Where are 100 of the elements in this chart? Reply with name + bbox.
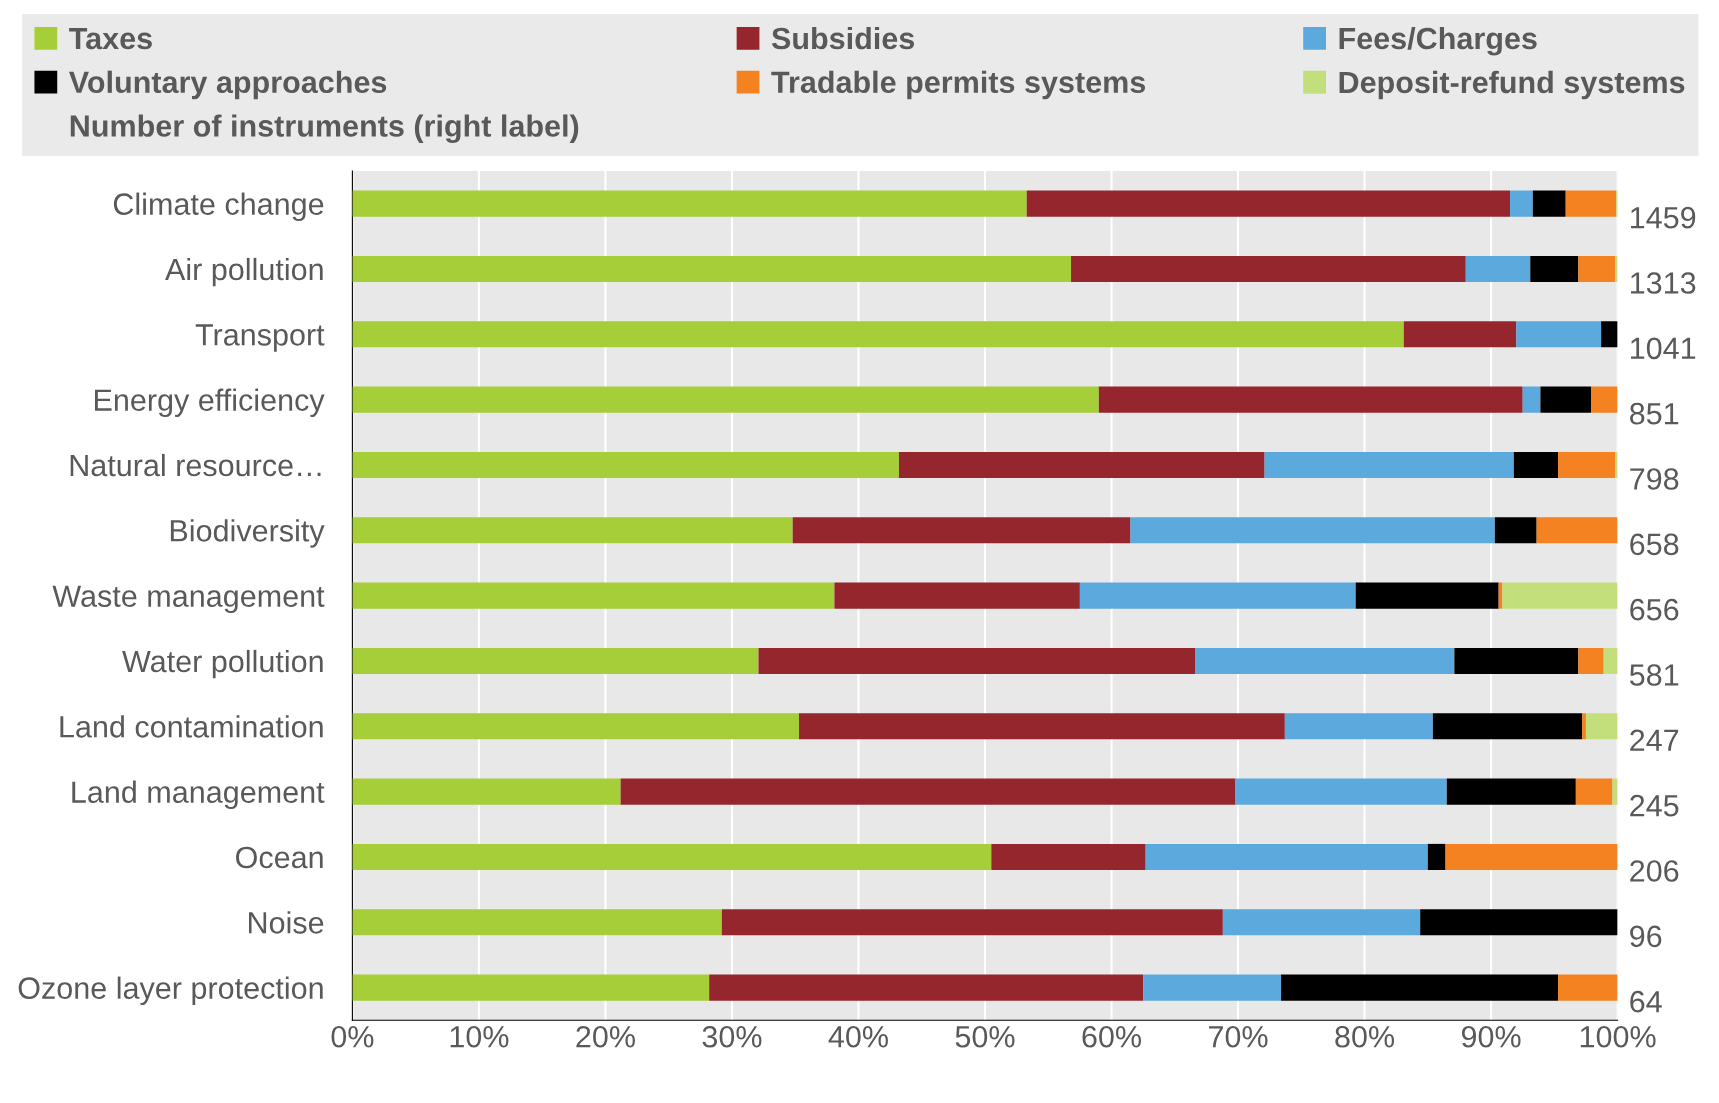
bar (991, 843, 1146, 871)
bar (1516, 321, 1602, 348)
bar (792, 517, 1131, 544)
bar (1130, 517, 1495, 544)
text: 656 (1630, 598, 1679, 621)
bar (1603, 647, 1618, 675)
y-tick-label: Noise (249, 911, 324, 934)
bar (1403, 321, 1517, 348)
bar (1532, 190, 1566, 217)
y-tick-label: Water pollution (122, 649, 323, 679)
bar (1510, 190, 1533, 217)
text: 851 (1630, 402, 1679, 425)
bar (1575, 778, 1613, 805)
bar (1355, 582, 1499, 609)
bar (1540, 386, 1592, 413)
bar (352, 517, 793, 544)
legend-label: Tradable permits systems (771, 70, 1146, 100)
bar (1071, 255, 1466, 283)
bar (352, 321, 1404, 348)
bar (1195, 647, 1455, 675)
y-tick-label: Air pollution (165, 257, 323, 287)
text: 245 (1630, 794, 1679, 817)
bar (1585, 713, 1618, 740)
y-tick-label: Ozone layer protection (18, 976, 323, 1006)
text: 1313 (1631, 272, 1696, 294)
bar (1558, 974, 1618, 1001)
bar (799, 713, 1285, 740)
bar (1446, 778, 1576, 805)
bar (620, 778, 1236, 805)
bar (352, 974, 710, 1001)
bar (1432, 713, 1583, 740)
legend-label: Taxes (69, 28, 152, 50)
bar (352, 778, 621, 805)
bar (1454, 647, 1579, 675)
text: 96 (1630, 925, 1662, 948)
y-tick-label: Ocean (236, 846, 323, 869)
bar (1522, 386, 1541, 413)
bar (1502, 582, 1618, 609)
bar (1427, 843, 1446, 871)
bar (352, 190, 1027, 217)
bar (352, 255, 1072, 283)
x-tick-label: 100% (1580, 1025, 1656, 1048)
text: Number of instruments (right label) (70, 114, 579, 144)
bar (834, 582, 1080, 609)
text: 247 (1630, 729, 1679, 751)
bar (352, 451, 899, 479)
text: 1459 (1631, 206, 1696, 229)
bar (1578, 647, 1604, 675)
bar (1235, 778, 1447, 805)
bar (1591, 386, 1618, 413)
bar (1420, 909, 1618, 936)
text: 798 (1630, 468, 1679, 490)
bar (1536, 517, 1618, 544)
bar (1145, 843, 1428, 871)
bar (352, 713, 799, 740)
bar (1264, 451, 1514, 479)
bar (1465, 255, 1531, 283)
bar (721, 909, 1223, 936)
bar (1601, 321, 1618, 348)
legend-label: Deposit-refund systems (1339, 70, 1685, 100)
bar (1026, 190, 1511, 217)
bar (1281, 974, 1559, 1001)
bar (1079, 582, 1356, 609)
bar (898, 451, 1265, 479)
bar (1530, 255, 1579, 283)
y-tick-label: Waste management (52, 585, 325, 614)
bar (1284, 713, 1433, 740)
y-tick-label: Land contamination (60, 715, 323, 738)
y-tick-label: Natural resource… (70, 453, 321, 477)
text: 658 (1630, 533, 1679, 556)
legend-label: Fees/Charges (1339, 26, 1537, 56)
bar (1445, 843, 1618, 871)
bar (1513, 451, 1559, 479)
text: 206 (1630, 860, 1679, 882)
x-tick-label: 70% (1209, 1025, 1268, 1048)
bar (352, 386, 1099, 413)
x-tick-label: 90% (1461, 1025, 1521, 1048)
x-tick-label: 50% (955, 1025, 1015, 1048)
x-tick-label: 60% (1082, 1025, 1141, 1048)
bar (1565, 190, 1617, 217)
text: 581 (1629, 664, 1679, 686)
y-tick-label: Climate change (113, 192, 324, 222)
bar (1582, 713, 1586, 740)
y-tick-label: Energy efficiency (95, 388, 325, 418)
x-tick-label: 30% (702, 1025, 762, 1048)
bar (709, 974, 1144, 1001)
bar (352, 843, 992, 871)
text: 64 (1630, 990, 1662, 1013)
y-tick-label: Land management (72, 780, 325, 810)
bar (1222, 909, 1421, 936)
bar (1558, 451, 1616, 479)
bar (1578, 255, 1616, 283)
bar (352, 909, 722, 936)
bar (1494, 517, 1537, 544)
x-tick-label: 10% (450, 1025, 509, 1048)
legend-label: Voluntary approaches (68, 70, 387, 100)
bar (758, 647, 1196, 675)
y-tick-label: Biodiversity (170, 519, 325, 548)
text: 1041 (1631, 337, 1696, 360)
x-tick-label: 20% (576, 1025, 635, 1048)
